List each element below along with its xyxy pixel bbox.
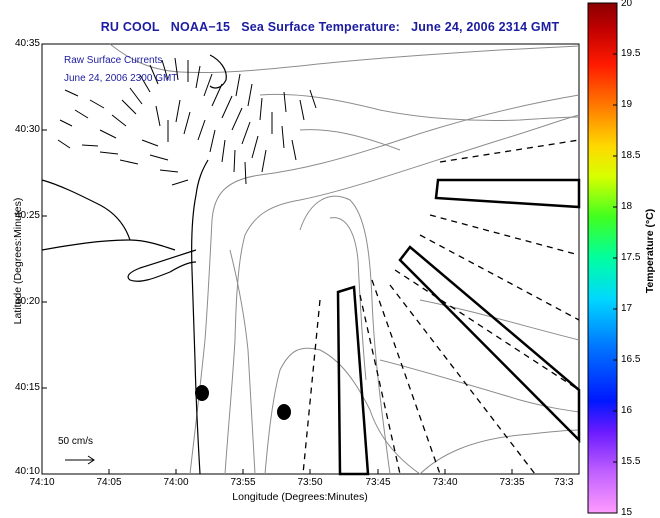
y-tick-label: 40:35 bbox=[14, 38, 40, 49]
title-product: Sea Surface Temperature: bbox=[241, 20, 401, 34]
x-tick-label: 74:10 bbox=[29, 477, 55, 488]
colorbar-ticks bbox=[613, 53, 617, 463]
coastline bbox=[41, 54, 227, 475]
colorbar-tick-label: 16 bbox=[621, 405, 633, 416]
y-tick-label: 40:15 bbox=[14, 382, 40, 393]
current-vectors bbox=[57, 57, 317, 186]
survey-lines bbox=[302, 139, 580, 475]
y-tick-label: 40:25 bbox=[14, 210, 40, 221]
x-tick-label: 73:50 bbox=[297, 477, 323, 488]
buoy-marker bbox=[195, 385, 209, 401]
colorbar-tick-label: 19 bbox=[621, 99, 633, 110]
colorbar-tick-label: 18 bbox=[621, 201, 633, 212]
currents-label-line2: June 24, 2006 2300 GMT bbox=[64, 73, 178, 84]
colorbar-label: Temperature (°C) bbox=[644, 208, 656, 294]
colorbar-tick-label: 17 bbox=[621, 303, 633, 314]
y-tick-label: 40:10 bbox=[14, 466, 40, 477]
title-satellite: NOAA−15 bbox=[170, 20, 231, 34]
colorbar bbox=[587, 2, 618, 514]
y-tick-label: 40:20 bbox=[14, 296, 40, 307]
currents-overlay-label: Raw Surface Currents June 24, 2006 2300 … bbox=[64, 52, 177, 88]
y-axis-label: Latitude (Degrees:Minutes) bbox=[12, 197, 24, 325]
x-tick-label: 74:05 bbox=[96, 477, 122, 488]
bathymetry-contours bbox=[109, 43, 580, 475]
survey-boxes bbox=[336, 178, 581, 476]
title-datetime: June 24, 2006 2314 GMT bbox=[411, 20, 560, 34]
colorbar-tick-label: 15 bbox=[621, 507, 633, 518]
colorbar-tick-label: 20 bbox=[621, 0, 633, 9]
x-axis-label: Longitude (Degrees:Minutes) bbox=[232, 491, 368, 503]
x-tick-label: 73:55 bbox=[230, 477, 256, 488]
currents-label-line1: Raw Surface Currents bbox=[64, 55, 163, 66]
map-title: RU COOL NOAA−15 Sea Surface Temperature:… bbox=[0, 20, 660, 34]
buoy-marker bbox=[277, 404, 291, 420]
x-tick-label: 74:00 bbox=[163, 477, 189, 488]
title-source: RU COOL bbox=[100, 20, 160, 34]
y-tick-label: 40:30 bbox=[14, 124, 40, 135]
plot-frame bbox=[41, 43, 580, 475]
colorbar-tick-label: 17.5 bbox=[621, 252, 641, 263]
colorbar-tick-label: 19.5 bbox=[621, 48, 641, 59]
x-tick-label: 73:45 bbox=[365, 477, 391, 488]
scale-arrow-head bbox=[87, 455, 95, 465]
colorbar-tick-label: 16.5 bbox=[621, 354, 641, 365]
colorbar-tick-label: 15.5 bbox=[621, 456, 641, 467]
colorbar-tick-label: 18.5 bbox=[621, 150, 641, 161]
axis-ticks bbox=[42, 43, 513, 475]
x-tick-label: 73:3 bbox=[554, 477, 574, 488]
x-tick-label: 73:40 bbox=[432, 477, 458, 488]
x-tick-label: 73:35 bbox=[499, 477, 525, 488]
scale-vector-label: 50 cm/s bbox=[58, 436, 94, 447]
